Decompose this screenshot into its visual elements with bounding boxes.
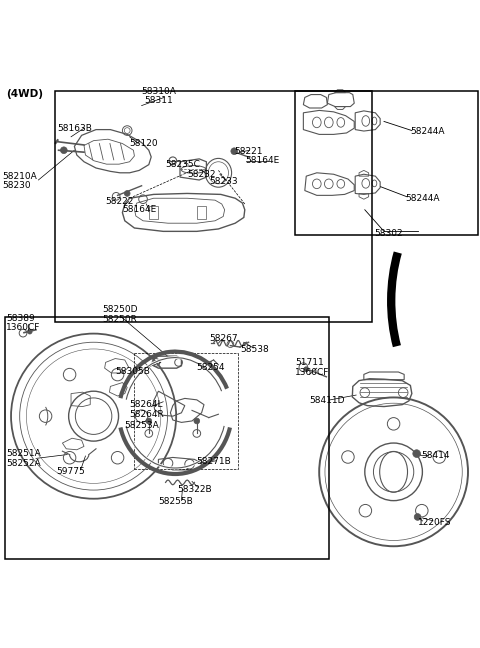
Text: 58264L
58264R: 58264L 58264R xyxy=(130,400,164,419)
Circle shape xyxy=(413,450,420,457)
Text: 58267: 58267 xyxy=(209,334,238,343)
Text: 58302: 58302 xyxy=(374,229,403,238)
Bar xyxy=(5,317,329,559)
Circle shape xyxy=(231,148,238,155)
Circle shape xyxy=(146,418,152,424)
Text: 58222: 58222 xyxy=(106,197,134,206)
Circle shape xyxy=(414,514,421,520)
Circle shape xyxy=(304,367,309,371)
Circle shape xyxy=(27,329,32,334)
Text: 58163B: 58163B xyxy=(58,124,93,133)
Text: (4WD): (4WD) xyxy=(6,89,43,98)
Circle shape xyxy=(60,147,67,154)
Text: 58221: 58221 xyxy=(234,146,263,156)
Text: 51711
1360CF: 51711 1360CF xyxy=(295,358,330,376)
Text: 58305B: 58305B xyxy=(115,367,150,376)
Text: 58310A
58311: 58310A 58311 xyxy=(141,87,176,106)
Text: 58251A
58252A: 58251A 58252A xyxy=(6,449,41,468)
Text: 58244A: 58244A xyxy=(406,194,440,203)
Text: 58244A: 58244A xyxy=(410,128,445,137)
Text: 58235C: 58235C xyxy=(166,160,201,169)
Text: 58414: 58414 xyxy=(421,451,450,460)
Text: 58210A
58230: 58210A 58230 xyxy=(2,172,37,191)
Text: 1220FS: 1220FS xyxy=(418,518,451,527)
Text: 58233: 58233 xyxy=(209,178,238,187)
Circle shape xyxy=(124,191,130,196)
Text: 59775: 59775 xyxy=(57,467,85,476)
Text: 58254: 58254 xyxy=(196,363,224,372)
Text: 58253A: 58253A xyxy=(124,421,158,430)
Text: 58538: 58538 xyxy=(240,345,269,354)
Text: 58411D: 58411D xyxy=(310,397,345,405)
Text: 58389
1360CF: 58389 1360CF xyxy=(6,314,41,332)
Text: 58255B: 58255B xyxy=(158,497,193,506)
Bar xyxy=(295,91,478,235)
Text: 58322B: 58322B xyxy=(178,485,212,494)
Bar xyxy=(55,91,372,321)
Circle shape xyxy=(194,418,200,424)
Text: 58232: 58232 xyxy=(187,170,216,179)
Text: 58164E: 58164E xyxy=(245,156,279,165)
Text: 58120: 58120 xyxy=(130,139,158,148)
Text: 58164E: 58164E xyxy=(122,205,156,214)
Text: 58250D
58250R: 58250D 58250R xyxy=(102,305,138,324)
Text: 58271B: 58271B xyxy=(196,457,230,467)
